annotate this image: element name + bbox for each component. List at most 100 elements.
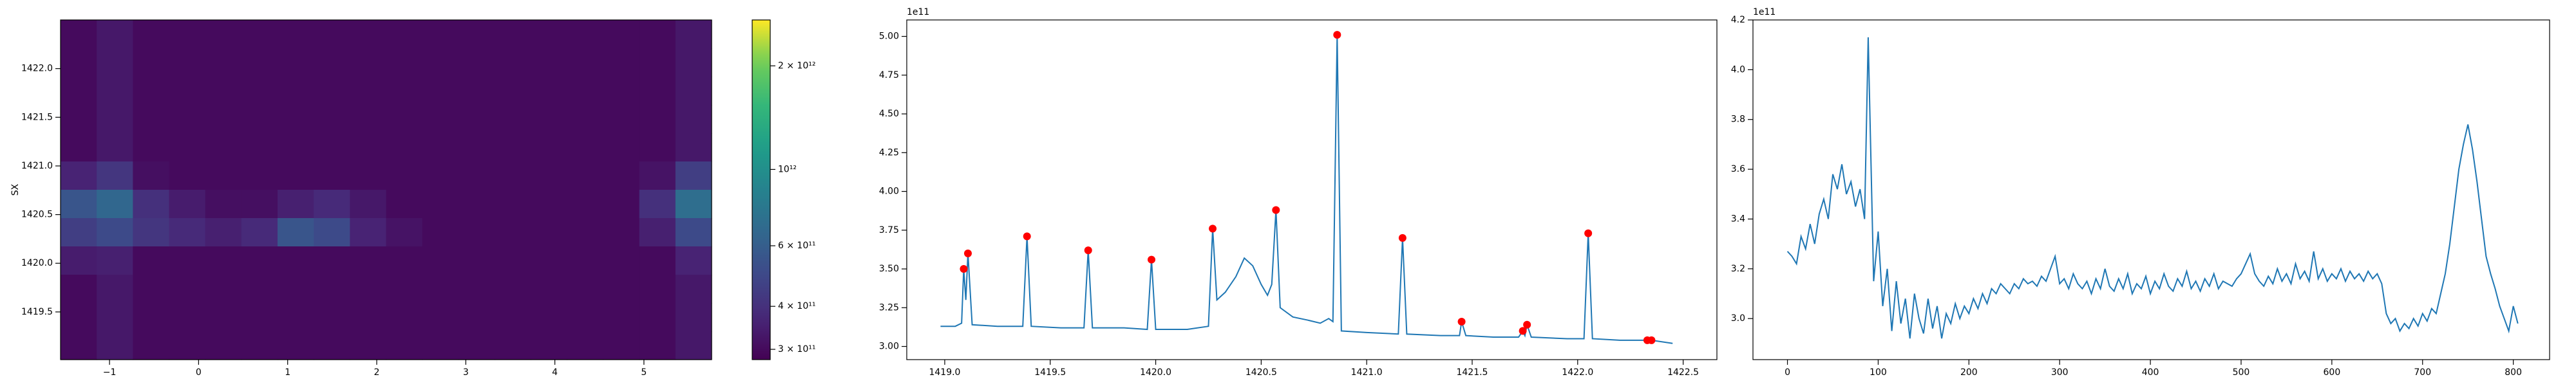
peak-marker — [964, 249, 972, 257]
heatmap-cell — [169, 48, 206, 77]
x-tick-label: 100 — [1870, 367, 1887, 378]
heatmap-cell — [422, 331, 459, 360]
heatmap-cell — [205, 48, 242, 77]
peak-marker — [1523, 320, 1531, 329]
heatmap-cell — [531, 20, 567, 49]
heatmap-cell — [314, 275, 350, 304]
heatmap-cell — [278, 275, 314, 304]
heatmap-cell — [350, 331, 387, 360]
y-tick-label: 4.00 — [879, 187, 899, 197]
heatmap-cell — [133, 331, 170, 360]
heatmap-cell — [603, 331, 640, 360]
y-tick-label: 1422.0 — [21, 64, 53, 74]
heatmap-cell — [675, 275, 712, 304]
heatmap-cell — [314, 133, 350, 162]
heatmap-cell — [567, 161, 604, 190]
heatmap-cell — [531, 303, 567, 332]
x-tick-label: 1419.0 — [929, 367, 960, 378]
x-tick-label: 1422.5 — [1667, 367, 1699, 378]
heatmap-cell — [61, 190, 97, 219]
axes-frame — [1752, 19, 2550, 360]
y-tick-label: 1421.0 — [21, 161, 53, 171]
x-tick-label: −1 — [103, 367, 117, 378]
heatmap-cell — [241, 303, 278, 332]
heatmap-cell — [386, 77, 423, 106]
heatmap-cell — [205, 77, 242, 106]
heatmap-cell — [278, 77, 314, 106]
x-tick-label: 0 — [196, 367, 202, 378]
heatmap-cell — [97, 275, 133, 304]
y-tick-label: 4.50 — [879, 109, 899, 119]
heatmap-cell — [97, 105, 133, 134]
axes-frame — [906, 19, 1718, 360]
heatmap-cell — [241, 190, 278, 219]
heatmap-cell — [205, 190, 242, 219]
heatmap-cell — [675, 77, 712, 106]
heatmap-cell — [639, 77, 676, 106]
heatmap-cell — [97, 20, 133, 49]
heatmap-cell — [133, 190, 170, 219]
heatmap-cell — [314, 218, 350, 247]
heatmap-cell — [97, 190, 133, 219]
heatmap-cell — [567, 105, 604, 134]
heatmap-cell — [386, 20, 423, 49]
heatmap-cell — [133, 246, 170, 275]
heatmap-cell — [350, 105, 387, 134]
heatmap-cell — [422, 275, 459, 304]
y-tick-label: 3.4 — [1731, 214, 1745, 224]
heatmap-cell — [603, 48, 640, 77]
heatmap-cell — [169, 246, 206, 275]
y-tick-label: 3.75 — [879, 225, 899, 235]
heatmap-cell — [61, 133, 97, 162]
heatmap-cell — [675, 133, 712, 162]
heatmap-cell — [278, 190, 314, 219]
heatmap-cell — [350, 303, 387, 332]
heatmap-cell — [386, 133, 423, 162]
colorbar-tick-label: 10¹² — [778, 164, 797, 174]
y-tick-label: 3.00 — [879, 342, 899, 352]
x-tick-label: 300 — [2051, 367, 2069, 378]
heatmap-cell — [495, 303, 531, 332]
y-tick-label: 5.00 — [879, 32, 899, 42]
heatmap-cell — [97, 331, 133, 360]
heatmap-cell — [386, 246, 423, 275]
heatmap-cell — [495, 105, 531, 134]
heatmap-cell — [97, 246, 133, 275]
heatmap-cell — [169, 77, 206, 106]
x-tick-label: 500 — [2233, 367, 2250, 378]
heatmap-cell — [567, 246, 604, 275]
peak-marker — [1584, 229, 1593, 237]
heatmap-cell — [133, 77, 170, 106]
heatmap-cell — [639, 105, 676, 134]
heatmap-cell — [61, 275, 97, 304]
heatmap-cell — [169, 133, 206, 162]
heatmap-cell — [350, 77, 387, 106]
heatmap-cell — [458, 133, 495, 162]
heatmap-cell — [61, 77, 97, 106]
heatmap-cell — [314, 190, 350, 219]
heatmap-cell — [278, 303, 314, 332]
heatmap-cell — [314, 20, 350, 49]
heatmap-cell — [97, 303, 133, 332]
x-tick-label: 1422.0 — [1562, 367, 1593, 378]
heatmap-cell — [603, 246, 640, 275]
heatmap-cell — [458, 161, 495, 190]
peak-marker — [1457, 317, 1466, 326]
heatmap-cell — [169, 331, 206, 360]
y-tick-label: 4.0 — [1731, 64, 1745, 75]
colorbar-tick-label: 3 × 10¹¹ — [778, 344, 816, 354]
y-tick-label: 4.25 — [879, 147, 899, 158]
heatmap-cell — [350, 218, 387, 247]
heatmap-cell — [422, 105, 459, 134]
peak-marker — [1333, 31, 1341, 39]
heatmap-cell — [531, 331, 567, 360]
heatmap-cell — [97, 48, 133, 77]
heatmap-cell — [133, 133, 170, 162]
x-tick-label: 0 — [1785, 367, 1790, 378]
y-axis-label: SX — [10, 183, 21, 196]
heatmap-cell — [639, 20, 676, 49]
heatmap-cell — [314, 48, 350, 77]
x-tick-label: 1420.5 — [1245, 367, 1277, 378]
heatmap-cell — [205, 105, 242, 134]
heatmap-cell — [205, 246, 242, 275]
